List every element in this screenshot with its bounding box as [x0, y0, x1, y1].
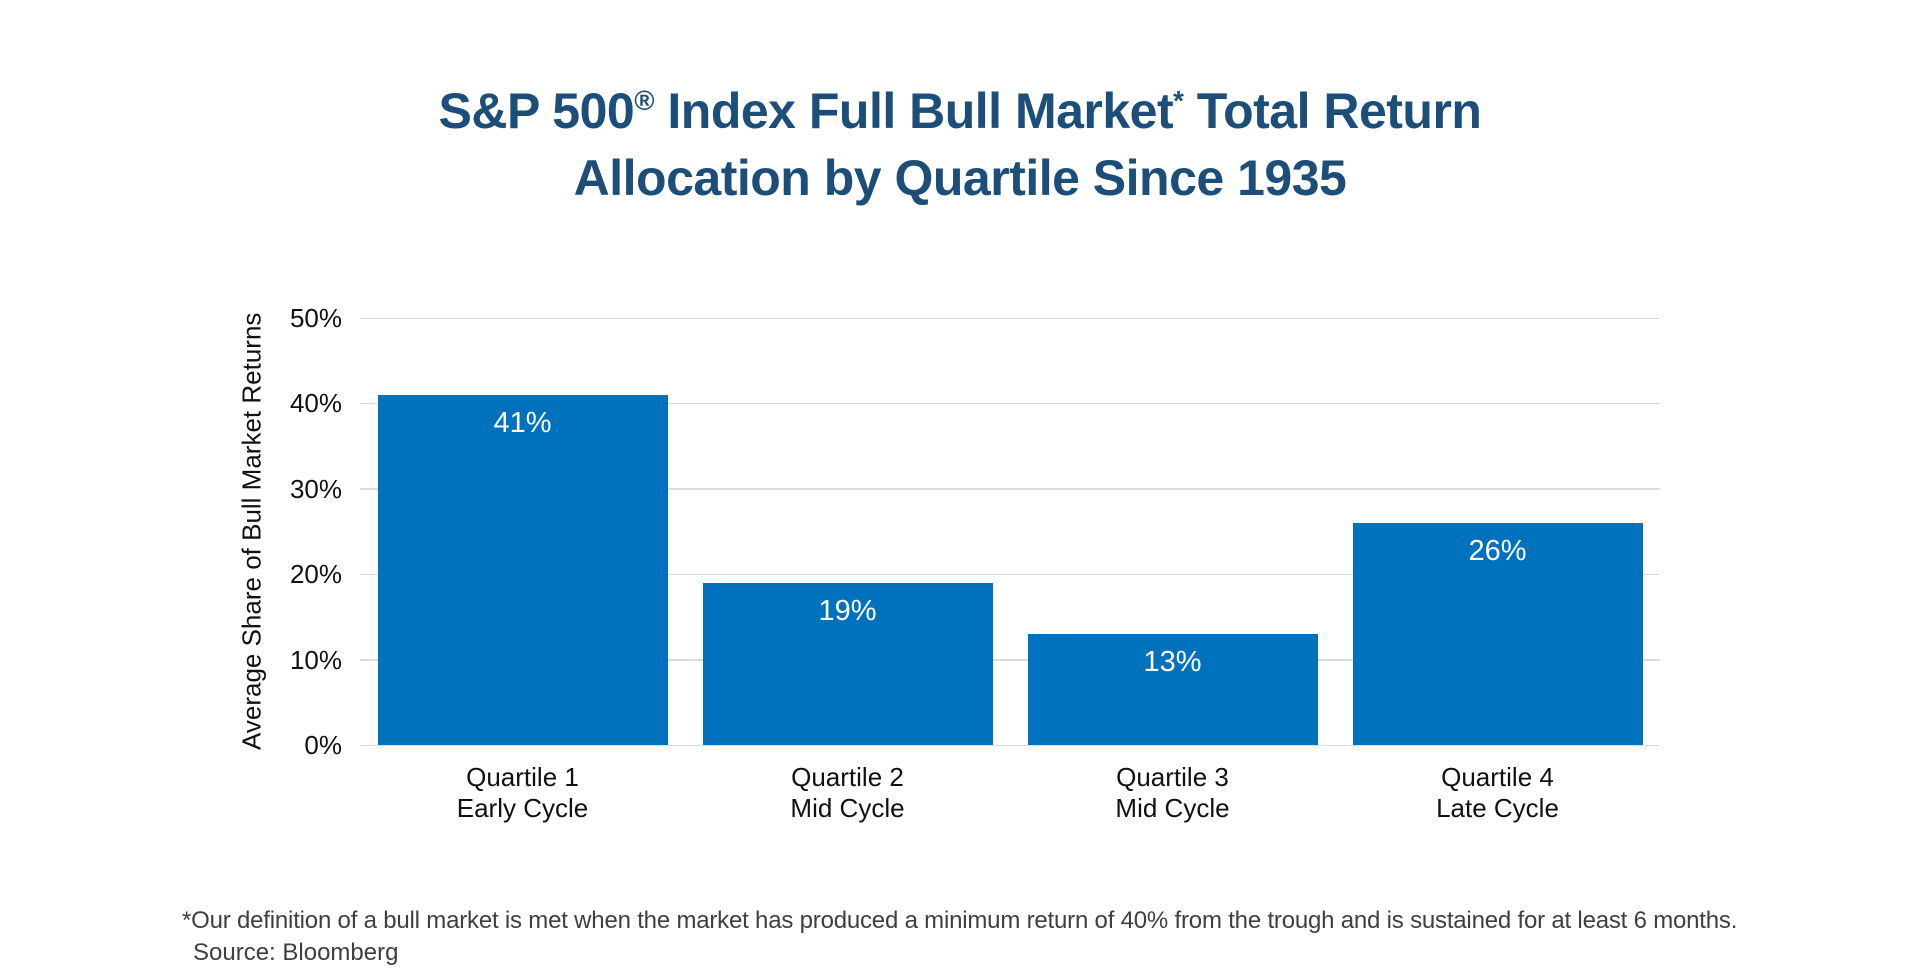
gridline-30%	[360, 488, 1660, 490]
bar-quartile-2: 19%	[702, 582, 993, 745]
bars: 41% 19% 13% 26%	[360, 318, 1660, 745]
x-label-category: Quartile 2	[791, 762, 904, 792]
gridline-0%	[360, 744, 1660, 746]
bar-quartile-3: 13%	[1027, 633, 1318, 745]
bar-value-label-quartile-4: 26%	[1468, 534, 1527, 567]
bar-quartile-4: 26%	[1352, 522, 1643, 745]
y-tick-label-10%: 10%	[289, 644, 342, 675]
y-tick-label-0%: 0%	[304, 730, 342, 760]
plot-area: 41% 19% 13% 26%	[360, 317, 1660, 746]
bar-value-label-quartile-3: 13%	[1143, 645, 1202, 678]
x-axis-labels: Quartile 1 Early Cycle Quartile 2 Mid Cycle…	[360, 762, 1660, 842]
x-label-cycle-phase: Late Cycle	[1436, 793, 1559, 823]
x-label-category: Quartile 1	[466, 762, 579, 792]
x-label-cycle-phase: Mid Cycle	[790, 793, 905, 823]
bar-quartile-1: 41%	[377, 394, 668, 745]
title-line-1: S&P 500® Index Full Bull Market* Total R…	[439, 83, 1482, 139]
gridline-50%	[360, 317, 1660, 319]
x-label-category: Quartile 3	[1116, 762, 1229, 792]
title-text-prefix: S&P 500	[438, 83, 635, 139]
x-label-cycle-phase: Early Cycle	[456, 793, 589, 823]
gridline-20%	[360, 573, 1660, 576]
footnote-asterisk-symbol: *	[1173, 85, 1184, 116]
footnote-definition: *Our definition of a bull market is met …	[182, 907, 1738, 934]
gridline-10%	[360, 659, 1660, 661]
title-text-middle: Index Full Bull Market	[654, 83, 1174, 139]
bar-value-label-quartile-2: 19%	[818, 594, 877, 627]
y-axis-ticks: 0% 10% 20% 30% 40% 50%	[230, 303, 342, 760]
chart-title: S&P 500® Index Full Bull Market* Total R…	[0, 78, 1920, 212]
x-label-category: Quartile 4	[1441, 762, 1554, 792]
footnote-source: Source: Bloomberg	[193, 939, 399, 966]
gridline-40%	[360, 402, 1660, 405]
x-axis-label-quartile-1: Quartile 1 Early Cycle	[360, 762, 685, 824]
x-axis-label-quartile-2: Quartile 2 Mid Cycle	[685, 762, 1010, 824]
y-tick-label-30%: 30%	[289, 473, 342, 504]
x-axis-label-quartile-3: Quartile 3 Mid Cycle	[1010, 762, 1335, 824]
y-tick-label-50%: 50%	[289, 303, 342, 333]
y-tick-label-20%: 20%	[289, 559, 342, 590]
title-line-2: Allocation by Quartile Since 1935	[573, 150, 1347, 206]
x-label-cycle-phase: Mid Cycle	[1115, 793, 1230, 823]
bar-value-label-quartile-1: 41%	[493, 406, 552, 439]
gridlines	[360, 317, 1660, 746]
title-text-suffix: Total Return	[1183, 83, 1482, 139]
y-tick-label-40%: 40%	[289, 388, 342, 419]
registered-trademark-symbol: ®	[634, 85, 654, 116]
x-axis-label-quartile-4: Quartile 4 Late Cycle	[1335, 762, 1660, 824]
